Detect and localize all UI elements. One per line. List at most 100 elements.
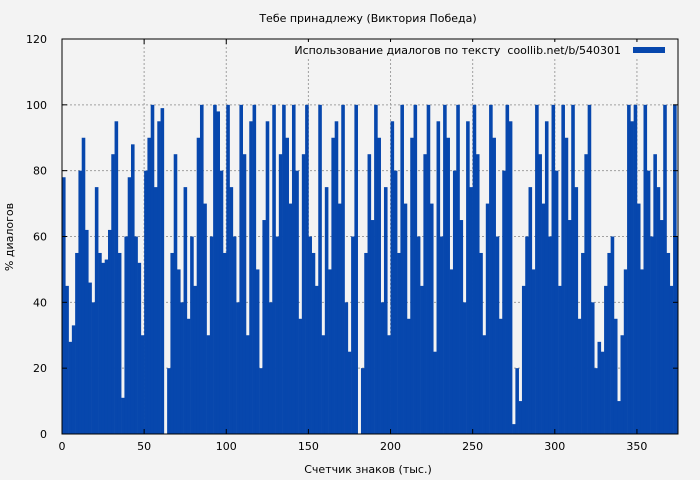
bar [351,236,355,434]
bar [433,351,437,434]
bar [564,137,569,434]
bar [446,137,450,434]
bar [170,252,175,434]
bar [587,104,592,434]
bar [305,104,309,434]
bar [334,121,339,435]
bar [479,252,483,434]
bar [213,104,217,434]
bar [111,154,115,435]
bar [301,154,306,435]
bar [124,236,129,434]
bar [521,285,526,434]
bar [144,170,148,434]
bar [489,104,493,434]
bar [314,285,319,434]
bar [239,104,243,434]
bar [630,121,634,435]
bar [134,236,138,434]
bar [186,318,191,434]
bar [515,368,519,434]
bar [640,269,644,434]
bar [203,203,207,434]
bar [137,262,142,434]
bar [436,121,441,435]
bar [104,259,109,434]
bar [620,335,625,434]
bar [328,269,332,434]
bar [600,351,605,434]
bar [157,121,161,435]
y-tick-label: 0 [40,428,47,441]
bar [413,104,418,434]
bar [495,236,500,434]
bar [278,154,283,435]
bar [423,154,427,435]
bar [459,220,464,434]
bar [551,104,556,434]
bar [475,154,480,435]
bar [673,104,677,434]
bar [288,203,293,434]
bar [646,170,651,434]
bar [180,302,184,434]
bar [676,236,679,434]
bar [140,335,145,434]
bar [173,154,178,435]
x-tick-label: 200 [380,440,401,453]
bar [410,137,414,434]
x-tick-label: 150 [298,440,319,453]
bar [216,111,220,435]
y-tick-label: 20 [33,362,47,375]
bar [403,203,408,434]
bar [666,252,671,434]
bar [94,187,99,434]
bar [78,170,83,434]
bar [449,269,454,434]
x-axis-label: Счетчик знаков (тыс.) [304,463,432,476]
x-tick-label: 250 [462,440,483,453]
bar [331,137,335,434]
bar [176,269,181,434]
y-tick-label: 100 [26,99,47,112]
y-tick-label: 40 [33,296,47,309]
bar [370,220,375,434]
bar [518,401,523,434]
bar [311,252,316,434]
bar [548,236,552,434]
bar [84,229,89,434]
bar [98,252,102,434]
bar [268,302,273,434]
bar [627,104,631,434]
bar [71,325,76,434]
bar [439,236,444,434]
x-tick-label: 100 [216,440,237,453]
bar [285,137,289,434]
bar [321,335,326,434]
bar [581,252,585,434]
bar [272,104,276,434]
bar [538,154,542,435]
bar [659,220,664,434]
x-tick-label: 0 [59,440,66,453]
legend-background [305,42,673,59]
bar [236,302,240,434]
bar [571,104,575,434]
bar [406,318,411,434]
bar [282,104,286,434]
bar [643,104,648,434]
bar [400,104,404,434]
bar [387,335,391,434]
bar [206,335,211,434]
bars [62,104,679,435]
bar [669,285,674,434]
bar [81,137,86,434]
bar [617,401,621,434]
legend-label: Использование диалогов по тексту coollib… [294,44,621,57]
bar [574,187,579,434]
legend-swatch [633,47,665,53]
bar [245,335,250,434]
bar [130,144,135,435]
bar [147,137,152,434]
bar [153,187,158,434]
